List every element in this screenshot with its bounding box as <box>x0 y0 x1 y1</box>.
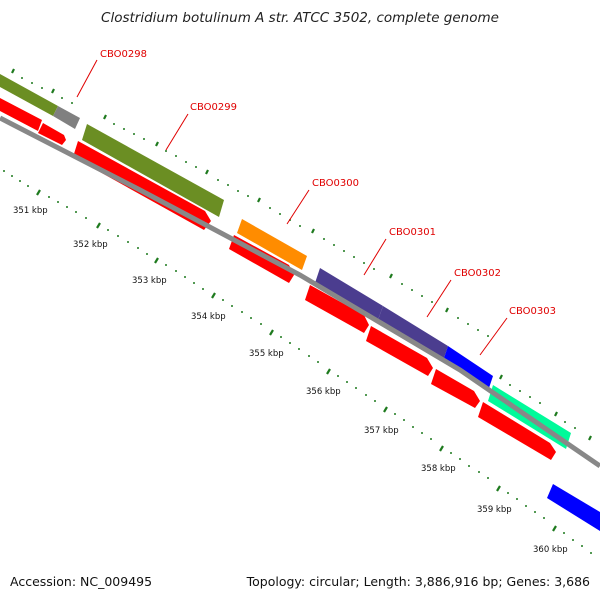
kbp-tick-label: 352 kbp <box>73 240 108 250</box>
cds-arrow <box>38 123 66 145</box>
kbp-tick-label: 355 kbp <box>249 349 284 359</box>
kbp-tick-label: 357 kbp <box>364 426 399 436</box>
gene-label: CBO0300 <box>312 178 359 189</box>
label-leaders <box>76 59 508 356</box>
inner-dot-row <box>3 170 592 554</box>
kbp-tick-label: 356 kbp <box>306 387 341 397</box>
cog-feature-olive-1 <box>0 74 58 116</box>
cds-arrow <box>0 98 42 131</box>
cds-arrow <box>305 285 369 333</box>
gene-label: CBO0302 <box>454 268 501 279</box>
cog-feature-track <box>0 74 600 531</box>
kbp-tick-label: 354 kbp <box>191 312 226 322</box>
genome-title: Clostridium botulinum A str. ATCC 3502, … <box>101 10 499 26</box>
cds-arrow <box>478 402 556 460</box>
kbp-labels: 351 kbp 352 kbp 353 kbp 354 kbp 355 kbp … <box>13 206 568 555</box>
gene-label: CBO0301 <box>389 227 436 238</box>
outer-dot-row <box>21 77 576 429</box>
accession-text: Accession: NC_009495 <box>10 574 153 589</box>
cds-arrow <box>431 369 480 408</box>
kbp-tick-label: 359 kbp <box>477 505 512 515</box>
kbp-tick-label: 353 kbp <box>132 276 167 286</box>
cog-feature-blue-2 <box>547 484 600 531</box>
cds-arrow <box>366 326 433 376</box>
kbp-tick-label: 358 kbp <box>421 464 456 474</box>
gene-labels: CBO0298 CBO0299 CBO0300 CBO0301 CBO0302 … <box>100 49 556 317</box>
gene-label: CBO0303 <box>509 306 556 317</box>
cog-feature-slate-2 <box>378 306 448 361</box>
gene-label: CBO0298 <box>100 49 147 60</box>
gene-label: CBO0299 <box>190 102 237 113</box>
outer-tick-row <box>11 68 592 441</box>
cog-feature-grey <box>53 106 80 129</box>
kbp-tick-label: 351 kbp <box>13 206 48 216</box>
cog-feature-olive-2 <box>82 124 224 217</box>
cog-feature-slate-1 <box>315 268 383 320</box>
cog-feature-orange <box>237 219 307 270</box>
inner-tick-row <box>36 189 557 532</box>
genome-summary-text: Topology: circular; Length: 3,886,916 bp… <box>246 574 590 589</box>
kbp-tick-label: 360 kbp <box>533 545 568 555</box>
cds-track <box>0 98 556 460</box>
cog-feature-blue-1 <box>443 346 493 391</box>
genome-backbone <box>0 115 600 469</box>
